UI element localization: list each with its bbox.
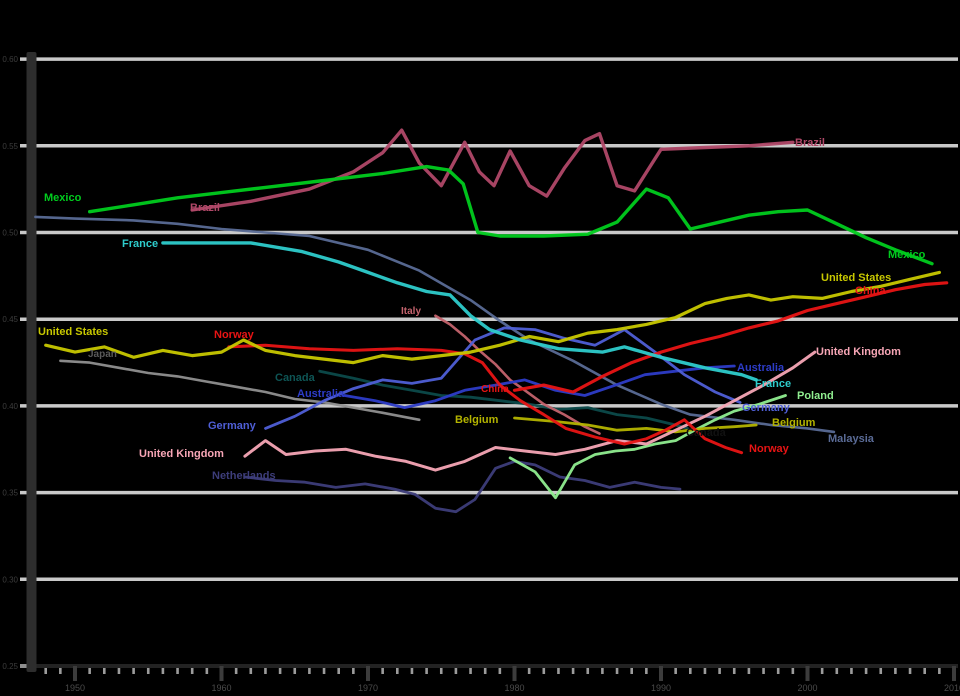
series-line-mexico xyxy=(87,164,934,266)
series-label-belgium: Belgium xyxy=(772,417,816,429)
y-tick-label: 0.40 xyxy=(2,402,18,411)
series-line-united-states xyxy=(44,270,942,365)
series-label-malaysia: Malaysia xyxy=(828,433,875,445)
series-line-belgium xyxy=(513,416,758,434)
series-line-china xyxy=(512,281,949,394)
x-tick-label: 1970 xyxy=(358,683,378,693)
series-label-china: China xyxy=(855,285,886,297)
series-label-united-kingdom: United Kingdom xyxy=(139,448,224,460)
series-label-canada: Canada xyxy=(686,427,727,439)
series-label-france: France xyxy=(122,238,158,250)
series-line-poland xyxy=(508,394,787,500)
x-tick-label: 2010 xyxy=(944,683,960,693)
series-label-italy: Italy xyxy=(401,306,421,317)
x-tick-label: 1980 xyxy=(504,683,524,693)
y-tick-label: 0.45 xyxy=(2,315,18,324)
x-tick-label: 2000 xyxy=(797,683,817,693)
y-tick-label: 0.35 xyxy=(2,489,18,498)
y-tick-label: 0.60 xyxy=(2,55,18,64)
series-label-mexico: Mexico xyxy=(44,192,82,204)
series-line-norway xyxy=(227,343,744,455)
series-line-malaysia xyxy=(34,215,836,434)
y-tick-label: 0.25 xyxy=(2,662,18,671)
x-tick-label: 1950 xyxy=(65,683,85,693)
series-line-japan xyxy=(59,359,421,422)
series-label-norway: Norway xyxy=(214,329,255,341)
x-tick-label: 1990 xyxy=(651,683,671,693)
series-label-belgium: Belgium xyxy=(455,414,499,426)
series-line-united-kingdom xyxy=(243,350,817,472)
x-tick-label: 1960 xyxy=(211,683,231,693)
series-line-canada xyxy=(318,369,689,430)
series-label-japan: Japan xyxy=(88,349,117,360)
y-tick-label: 0.30 xyxy=(2,575,18,584)
y-axis-bar xyxy=(26,52,37,672)
series-label-canada: Canada xyxy=(275,372,316,384)
series-label-united-states: United States xyxy=(38,326,108,338)
series-label-united-states: United States xyxy=(821,272,891,284)
series-label-australia: Australia xyxy=(737,362,785,374)
series-label-france: France xyxy=(755,378,791,390)
series-label-brazil: Brazil xyxy=(795,137,825,149)
series-line-france xyxy=(161,241,758,382)
series-line-italy xyxy=(434,314,601,435)
series-label-brazil: Brazil xyxy=(190,202,220,214)
series-label-china: China xyxy=(481,384,509,395)
series-label-norway: Norway xyxy=(749,443,790,455)
series-line-brazil xyxy=(190,128,795,212)
y-tick-label: 0.50 xyxy=(2,229,18,238)
series-line-netherlands xyxy=(243,459,682,514)
series-label-germany: Germany xyxy=(742,402,791,414)
y-tick-label: 0.55 xyxy=(2,142,18,151)
series-label-mexico: Mexico xyxy=(888,249,926,261)
series-label-poland: Poland xyxy=(797,390,834,402)
series-label-netherlands: Netherlands xyxy=(212,470,276,482)
series-label-united-kingdom: United Kingdom xyxy=(816,346,901,358)
series-label-australia: Australia xyxy=(297,388,345,400)
series-label-germany: Germany xyxy=(208,420,257,432)
